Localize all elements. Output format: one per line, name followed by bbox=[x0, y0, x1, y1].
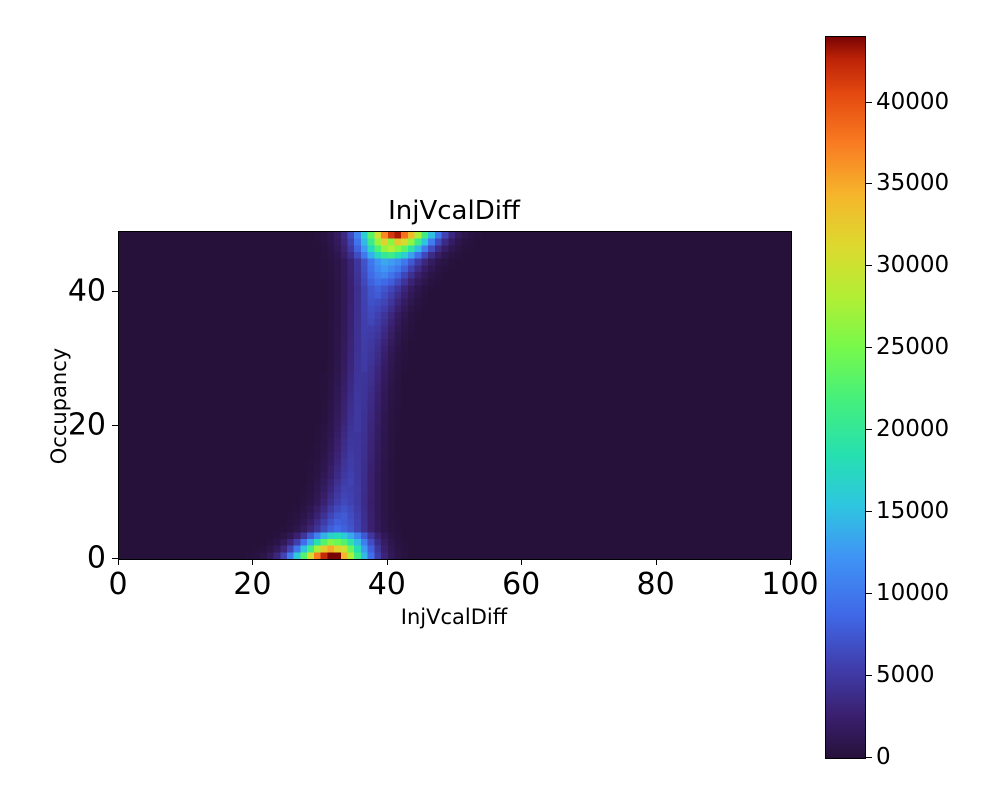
y-tick-label: 20 bbox=[67, 407, 106, 443]
colorbar-tick-label: 35000 bbox=[876, 170, 950, 197]
x-tick-mark bbox=[386, 559, 388, 565]
colorbar-tick-mark bbox=[866, 101, 872, 103]
heatmap-axes[interactable] bbox=[118, 231, 792, 560]
x-tick-label: 0 bbox=[108, 567, 128, 602]
x-tick-label: 80 bbox=[636, 567, 675, 602]
colorbar-tick-label: 5000 bbox=[876, 662, 935, 689]
colorbar-tick-mark bbox=[866, 429, 872, 431]
x-tick-label: 100 bbox=[761, 567, 819, 602]
x-axis-label: InjVcalDiff bbox=[400, 605, 508, 629]
colorbar-tick-label: 25000 bbox=[876, 334, 950, 361]
colorbar-tick-mark bbox=[866, 265, 872, 267]
y-tick-label: 0 bbox=[86, 540, 106, 576]
colorbar-tick-mark bbox=[866, 593, 872, 595]
colorbar-tick-mark bbox=[866, 347, 872, 349]
colorbar-tick-label: 40000 bbox=[876, 88, 950, 115]
y-tick-mark bbox=[112, 424, 118, 426]
x-tick-mark bbox=[118, 559, 119, 565]
heatmap-image bbox=[119, 232, 791, 559]
x-tick-mark bbox=[521, 559, 523, 565]
y-axis-label: Occupancy bbox=[47, 347, 71, 465]
y-tick-mark bbox=[112, 291, 118, 293]
y-tick-mark bbox=[112, 558, 118, 559]
colorbar-tick-label: 10000 bbox=[876, 580, 950, 607]
colorbar-tick-mark bbox=[866, 757, 872, 758]
colorbar-tick-label: 20000 bbox=[876, 416, 950, 443]
x-tick-mark bbox=[252, 559, 254, 565]
y-tick-label: 40 bbox=[67, 273, 106, 309]
colorbar-tick-label: 30000 bbox=[876, 252, 950, 279]
x-tick-label: 60 bbox=[502, 567, 541, 602]
x-tick-mark bbox=[655, 559, 657, 565]
colorbar-gradient bbox=[826, 37, 865, 758]
colorbar-tick-label: 0 bbox=[876, 744, 891, 770]
x-tick-mark bbox=[790, 559, 791, 565]
colorbar[interactable] bbox=[825, 36, 866, 759]
colorbar-tick-mark bbox=[866, 511, 872, 513]
colorbar-tick-mark bbox=[866, 183, 872, 185]
x-tick-label: 40 bbox=[367, 567, 406, 602]
colorbar-tick-label: 15000 bbox=[876, 498, 950, 525]
x-tick-label: 20 bbox=[233, 567, 272, 602]
page-title: InjVcalDiff bbox=[388, 196, 520, 226]
colorbar-tick-mark bbox=[866, 675, 872, 677]
